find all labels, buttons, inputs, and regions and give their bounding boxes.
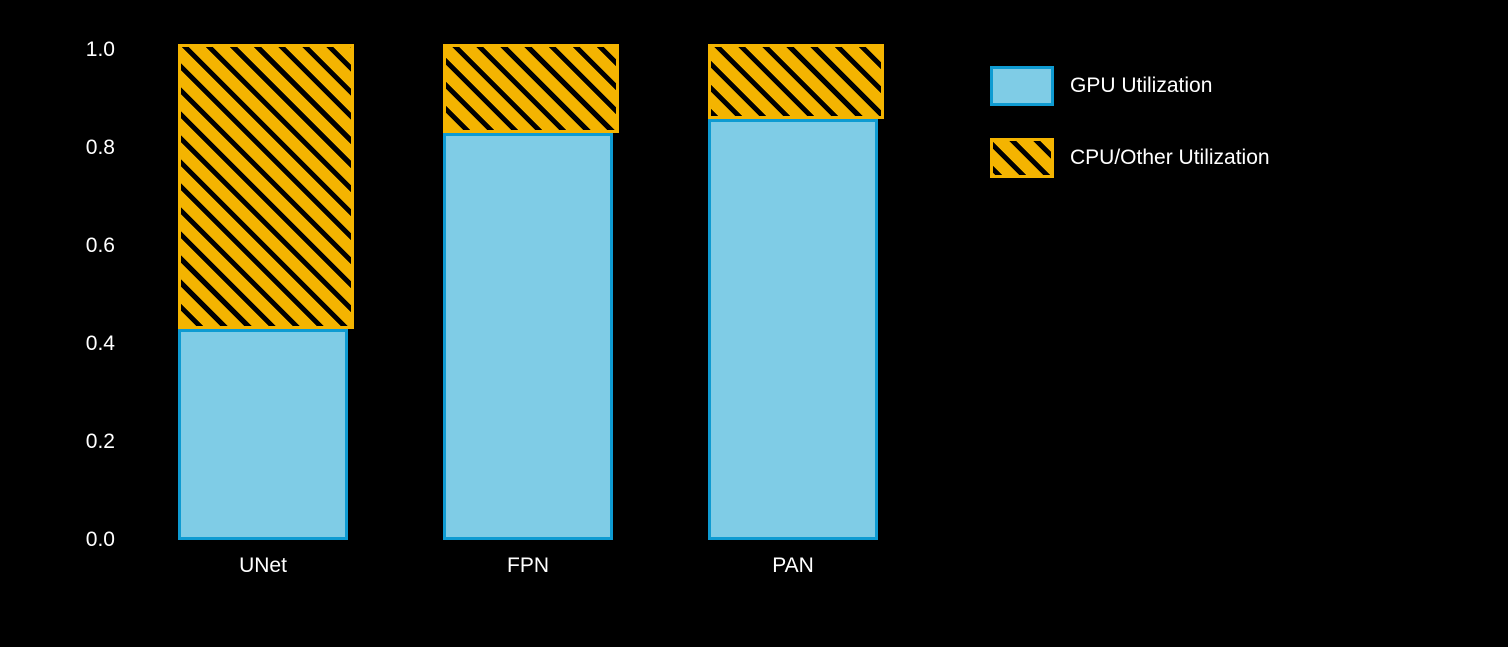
legend-label-gpu: GPU Utilization bbox=[1070, 74, 1212, 98]
legend-label-cpu: CPU/Other Utilization bbox=[1070, 146, 1270, 170]
ytick-0: 0.0 bbox=[86, 528, 115, 552]
xtick-unet: UNet bbox=[239, 554, 287, 578]
bar-fpn-cpu bbox=[443, 44, 619, 133]
bar-fpn-gpu bbox=[443, 133, 613, 540]
bar-unet-gpu bbox=[178, 329, 348, 540]
hatch-pattern bbox=[990, 138, 1054, 178]
ytick-4: 0.8 bbox=[86, 136, 115, 160]
hatch-pattern bbox=[178, 44, 354, 329]
legend-swatch-gpu bbox=[990, 66, 1054, 106]
bar-pan bbox=[708, 50, 878, 540]
xtick-pan: PAN bbox=[772, 554, 814, 578]
xtick-fpn: FPN bbox=[507, 554, 549, 578]
hatch-pattern bbox=[708, 44, 884, 119]
bar-fpn bbox=[443, 50, 613, 540]
bar-unet-cpu bbox=[178, 44, 354, 329]
ytick-3: 0.6 bbox=[86, 234, 115, 258]
ytick-5: 1.0 bbox=[86, 38, 115, 62]
plot-area: 0.0 0.2 0.4 0.6 0.8 1.0 UNet FPN bbox=[133, 50, 923, 540]
bar-pan-gpu bbox=[708, 119, 878, 540]
ytick-1: 0.2 bbox=[86, 430, 115, 454]
ytick-2: 0.4 bbox=[86, 332, 115, 356]
hatch-pattern bbox=[443, 44, 619, 133]
bar-pan-cpu bbox=[708, 44, 884, 119]
legend-swatch-cpu bbox=[990, 138, 1054, 178]
chart-stage: 0.0 0.2 0.4 0.6 0.8 1.0 UNet FPN bbox=[0, 0, 1508, 647]
bar-unet bbox=[178, 50, 348, 540]
